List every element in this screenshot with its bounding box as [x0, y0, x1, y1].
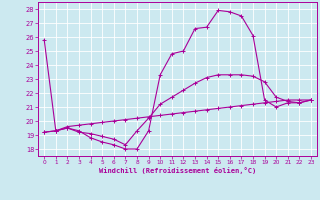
X-axis label: Windchill (Refroidissement éolien,°C): Windchill (Refroidissement éolien,°C)	[99, 167, 256, 174]
